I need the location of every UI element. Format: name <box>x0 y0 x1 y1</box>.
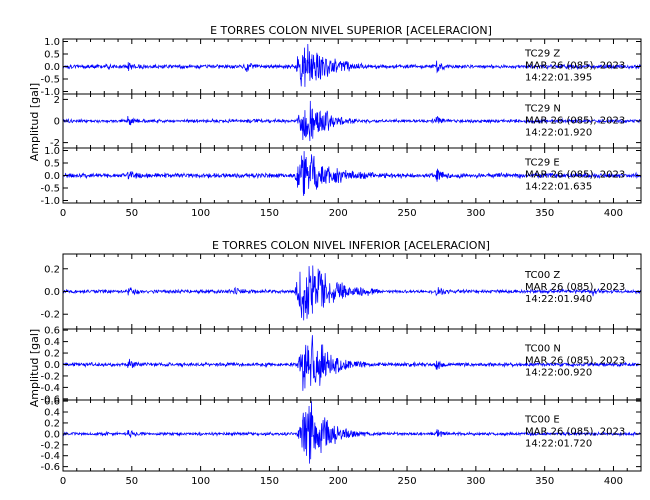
y-tick-label: 0.2 <box>44 264 60 275</box>
trace-line <box>62 100 642 142</box>
time-label: 14:22:01.635 <box>525 182 592 193</box>
y-tick-label: -0.4 <box>40 451 60 462</box>
y-tick-label: 0.0 <box>44 360 60 371</box>
channel-label: TC00 E <box>524 415 560 426</box>
time-label: 14:22:00.920 <box>525 368 592 379</box>
y-tick-label: -0.2 <box>40 310 60 321</box>
y-tick-label: 1.0 <box>44 146 60 157</box>
x-tick-label: 200 <box>329 208 348 219</box>
x-tick-label: 150 <box>260 208 279 219</box>
x-tick-label: 250 <box>398 476 417 487</box>
y-tick-label: 0.2 <box>44 418 60 429</box>
x-tick-label: 350 <box>535 476 554 487</box>
y-tick-label: -1.0 <box>40 87 60 98</box>
channel-label: TC29 E <box>524 158 560 169</box>
trace-line <box>62 265 642 321</box>
y-tick-label: 0.6 <box>44 326 60 337</box>
date-label: MAR 26 (085), 2023 <box>525 170 625 181</box>
x-tick-label: 50 <box>125 476 138 487</box>
y-tick-label: -0.6 <box>40 394 60 405</box>
y-tick-label: -0.5 <box>40 184 60 195</box>
y-tick-label: 0.5 <box>44 50 60 61</box>
lower-y-axis-label: Amplitud [gal] <box>28 329 41 407</box>
trace-line <box>62 151 642 196</box>
x-tick-label: 150 <box>260 476 279 487</box>
y-tick-label: 0.0 <box>44 62 60 73</box>
x-tick-label: 0 <box>60 476 66 487</box>
time-label: 14:22:01.395 <box>525 73 592 84</box>
x-tick-label: 350 <box>535 208 554 219</box>
y-tick-label: 0.0 <box>44 287 60 298</box>
date-label: MAR 26 (085), 2023 <box>525 427 625 438</box>
x-tick-label: 100 <box>191 208 210 219</box>
time-label: 14:22:01.940 <box>525 294 592 305</box>
time-label: 14:22:01.720 <box>525 439 592 450</box>
upper-level-figure: E TORRES COLON NIVEL SUPERIOR [ACELERACI… <box>28 24 642 219</box>
x-tick-label: 100 <box>191 476 210 487</box>
y-tick-label: -0.5 <box>40 75 60 86</box>
x-tick-label: 0 <box>60 208 66 219</box>
y-tick-label: -0.2 <box>40 440 60 451</box>
x-tick-label: 50 <box>125 208 138 219</box>
y-tick-label: 0.5 <box>44 159 60 170</box>
x-tick-label: 400 <box>604 208 623 219</box>
upper-figure-title: E TORRES COLON NIVEL SUPERIOR [ACELERACI… <box>210 24 492 37</box>
lower-figure-title: E TORRES COLON NIVEL INFERIOR [ACELERACI… <box>212 239 490 252</box>
y-tick-label: -0.4 <box>40 383 60 394</box>
date-label: MAR 26 (085), 2023 <box>525 282 625 293</box>
upper-y-axis-label: Amplitud [gal] <box>28 83 41 161</box>
y-tick-label: 1.0 <box>44 37 60 48</box>
date-label: MAR 26 (085), 2023 <box>525 115 625 126</box>
x-tick-label: 400 <box>604 476 623 487</box>
y-tick-label: 0.4 <box>44 337 60 348</box>
y-tick-label: 0.0 <box>44 171 60 182</box>
y-tick-label: 0 <box>54 117 60 128</box>
trace-line <box>62 335 642 391</box>
channel-label: TC00 Z <box>524 270 560 281</box>
y-tick-label: -1.0 <box>40 196 60 207</box>
x-tick-label: 200 <box>329 476 348 487</box>
x-tick-label: 300 <box>466 476 485 487</box>
time-label: 14:22:01.920 <box>525 127 592 138</box>
y-tick-label: 0.2 <box>44 349 60 360</box>
trace-line <box>62 401 642 464</box>
date-label: MAR 26 (085), 2023 <box>525 61 625 72</box>
y-tick-label: -2 <box>50 138 60 149</box>
date-label: MAR 26 (085), 2023 <box>525 356 625 367</box>
channel-label: TC29 N <box>524 103 561 114</box>
y-tick-label: 2 <box>54 95 60 106</box>
y-tick-label: -0.2 <box>40 371 60 382</box>
trace-line <box>62 44 642 87</box>
y-tick-label: -0.6 <box>40 462 60 473</box>
x-tick-label: 300 <box>466 208 485 219</box>
x-tick-label: 250 <box>398 208 417 219</box>
lower-level-figure: E TORRES COLON NIVEL INFERIOR [ACELERACI… <box>28 239 642 487</box>
y-tick-label: 0.6 <box>44 397 60 408</box>
y-tick-label: 0.4 <box>44 408 60 419</box>
y-tick-label: 0.0 <box>44 429 60 440</box>
channel-label: TC00 N <box>524 344 561 355</box>
channel-label: TC29 Z <box>524 49 560 60</box>
